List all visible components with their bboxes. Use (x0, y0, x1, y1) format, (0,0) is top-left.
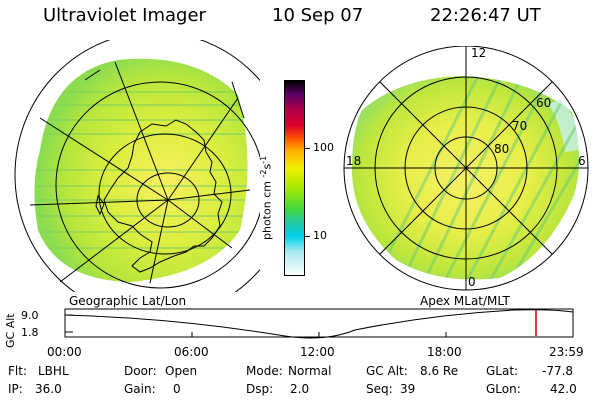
ip-label: IP: (8, 382, 23, 396)
filter-value: LBHL (38, 364, 69, 378)
dsp-value: 2.0 (290, 382, 310, 396)
filter-label: Flt: (8, 364, 27, 378)
ip-value: 36.0 (35, 382, 62, 396)
glat-value: -77.8 (542, 364, 574, 378)
mode-value: Normal (288, 364, 332, 378)
colorbar-gradient (285, 81, 304, 275)
colorbar (284, 80, 305, 276)
altitude-plot (64, 308, 574, 339)
door-label: Door: (124, 364, 157, 378)
coastline-fragment (95, 194, 105, 216)
colorbar-unit-label: photon cm -2s-1 (259, 155, 274, 240)
instrument-title: Ultraviolet Imager (43, 5, 206, 26)
geographic-caption: Geographic Lat/Lon (69, 294, 187, 308)
dsp-label: Dsp: (246, 382, 274, 396)
mlt-label-0: 0 (468, 275, 476, 289)
mlat-label-80: 80 (494, 142, 510, 156)
seq-label: Seq: (366, 382, 393, 396)
colorbar-label-100: 100 (313, 141, 334, 154)
time-tick-1200: 12:00 (300, 345, 335, 359)
glon-value: 42.0 (550, 382, 577, 396)
image-date: 10 Sep 07 (272, 5, 364, 26)
glon-label: GLon: (486, 382, 521, 396)
glat-label: GLat: (486, 364, 519, 378)
auroral-image-geographic (34, 58, 248, 282)
altitude-tick-bottom: 1.8 (21, 326, 39, 339)
mlat-label-70: 70 (512, 119, 528, 133)
mlt-label-6: 6 (578, 154, 586, 168)
apex-polar-map (343, 46, 589, 291)
auroral-image-apex (352, 76, 580, 280)
apex-grid (343, 46, 589, 291)
door-value: Open (165, 364, 198, 378)
colorbar-tick-10 (305, 236, 310, 237)
mlat-label-60: 60 (536, 96, 552, 110)
gc-alt-label: GC Alt: (366, 364, 408, 378)
altitude-tick-top: 9.0 (21, 309, 39, 322)
time-tick-0600: 06:00 (174, 345, 209, 359)
geographic-map (14, 40, 260, 292)
colorbar-tick-100 (305, 148, 310, 149)
time-tick-1800: 18:00 (427, 345, 462, 359)
image-time: 22:26:47 UT (430, 5, 541, 26)
seq-value: 39 (400, 382, 416, 396)
gain-label: Gain: (124, 382, 156, 396)
time-tick-0000: 00:00 (47, 345, 82, 359)
mode-label: Mode: (246, 364, 283, 378)
altitude-axis-label: GC Alt (4, 313, 17, 348)
altitude-curve (64, 309, 574, 339)
apex-caption: Apex MLat/MLT (420, 294, 510, 308)
mlt-label-12: 12 (471, 46, 487, 60)
gain-value: 0 (173, 382, 181, 396)
gc-alt-value: 8.6 Re (420, 364, 459, 378)
colorbar-label-10: 10 (313, 229, 327, 242)
antarctica-coastline (103, 119, 223, 273)
mlt-label-18: 18 (346, 154, 362, 168)
time-tick-2359: 23:59 (549, 345, 584, 359)
